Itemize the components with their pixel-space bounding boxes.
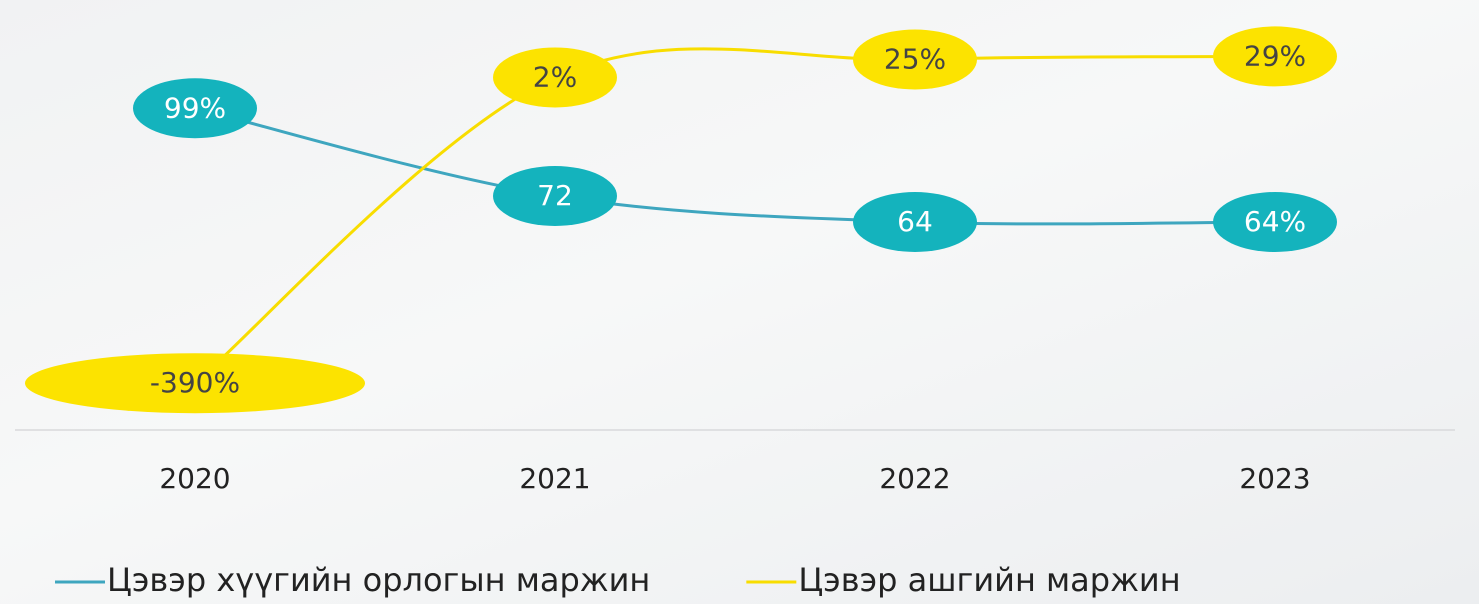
data-label: 29% <box>1244 39 1306 72</box>
x-tick-label: 2022 <box>879 462 950 495</box>
data-label: 99% <box>164 91 226 124</box>
data-label-marker <box>493 47 617 108</box>
data-label-marker <box>493 166 617 226</box>
legend-label: Цэвэр хүүгийн орлогын маржин <box>107 561 650 599</box>
data-label-marker <box>853 192 977 252</box>
data-label: 72 <box>537 179 573 212</box>
data-label: 64 <box>897 205 933 238</box>
data-label-marker <box>1213 26 1337 87</box>
series-line <box>194 106 1276 226</box>
data-label: 64% <box>1244 205 1306 238</box>
x-tick-label: 2021 <box>519 462 590 495</box>
legend-label: Цэвэр ашгийн маржин <box>798 561 1180 599</box>
data-label-marker <box>25 353 365 414</box>
data-label: -390% <box>150 366 240 399</box>
data-label: 25% <box>884 43 946 76</box>
data-label-marker <box>1213 192 1337 252</box>
series-line <box>194 47 1276 385</box>
data-label: 2% <box>533 60 577 93</box>
data-label-marker <box>853 29 977 90</box>
x-tick-label: 2023 <box>1239 462 1310 495</box>
x-tick-label: 2020 <box>159 462 230 495</box>
data-label-marker <box>133 78 257 139</box>
